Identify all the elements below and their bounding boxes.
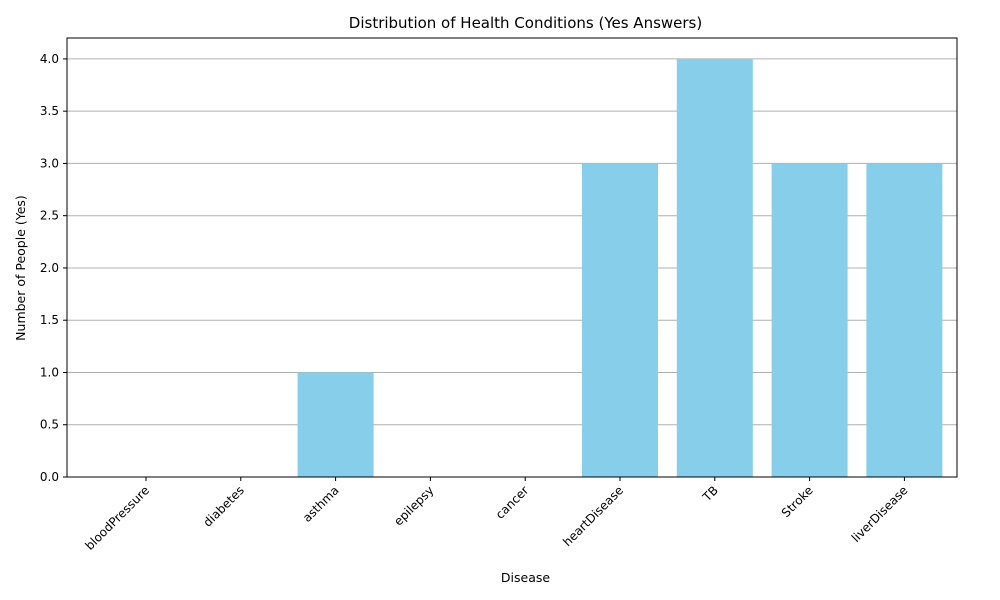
bar-layer xyxy=(297,58,943,478)
chart-title: Distribution of Health Conditions (Yes A… xyxy=(349,14,702,32)
bar-liverDisease xyxy=(866,163,943,477)
x-tick-label: heartDisease xyxy=(560,483,626,549)
grid-layer xyxy=(67,58,957,478)
y-tick-label: 4.0 xyxy=(40,52,59,66)
x-tick-label: asthma xyxy=(300,483,342,525)
x-tick-label: epilepsy xyxy=(391,483,436,528)
y-tick-label: 1.5 xyxy=(40,313,59,327)
y-tick-label: 3.5 xyxy=(40,104,59,118)
y-tick-label: 2.5 xyxy=(40,209,59,223)
plot-frame xyxy=(66,37,958,478)
y-tick-label: 0.0 xyxy=(40,470,59,484)
x-tick-label: Stroke xyxy=(779,483,816,520)
y-tick-label: 1.0 xyxy=(40,365,59,379)
y-axis-label: Number of People (Yes) xyxy=(13,195,28,341)
x-axis-label: Disease xyxy=(501,570,550,585)
x-tick-label: diabetes xyxy=(200,483,246,529)
bar-heartDisease xyxy=(582,163,658,477)
x-tick-label: liverDisease xyxy=(849,483,911,545)
y-tick-label: 2.0 xyxy=(40,261,59,275)
y-tick-label: 3.0 xyxy=(40,156,59,170)
bar-asthma xyxy=(297,372,374,477)
bar-Stroke xyxy=(771,163,848,477)
x-tick-label: cancer xyxy=(493,483,532,522)
x-tick-label: TB xyxy=(699,483,721,505)
y-tick-label: 0.5 xyxy=(40,418,59,432)
bar-TB xyxy=(676,58,753,478)
x-tick-label: bloodPressure xyxy=(82,483,152,553)
